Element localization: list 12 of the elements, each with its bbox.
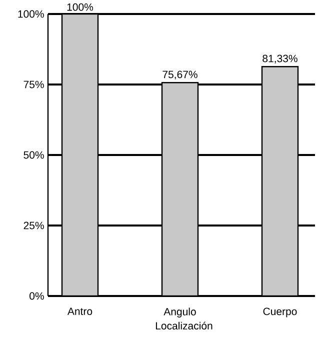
y-tick-label: 25%	[24, 222, 44, 230]
data-label: 100%	[67, 3, 94, 11]
x-tick-label: Angulo	[164, 308, 196, 318]
x-tick-label: Cuerpo	[263, 308, 297, 318]
x-axis-title: Localización	[156, 322, 212, 330]
y-tick-label: 100%	[18, 10, 44, 18]
data-label: 81,33%	[262, 54, 298, 64]
y-tick-label: 50%	[24, 151, 44, 159]
y-tick-label: 75%	[24, 80, 44, 88]
data-label: 75,67%	[162, 70, 198, 80]
y-tick-label: 0%	[30, 292, 44, 300]
x-tick-label: Antro	[67, 308, 92, 316]
